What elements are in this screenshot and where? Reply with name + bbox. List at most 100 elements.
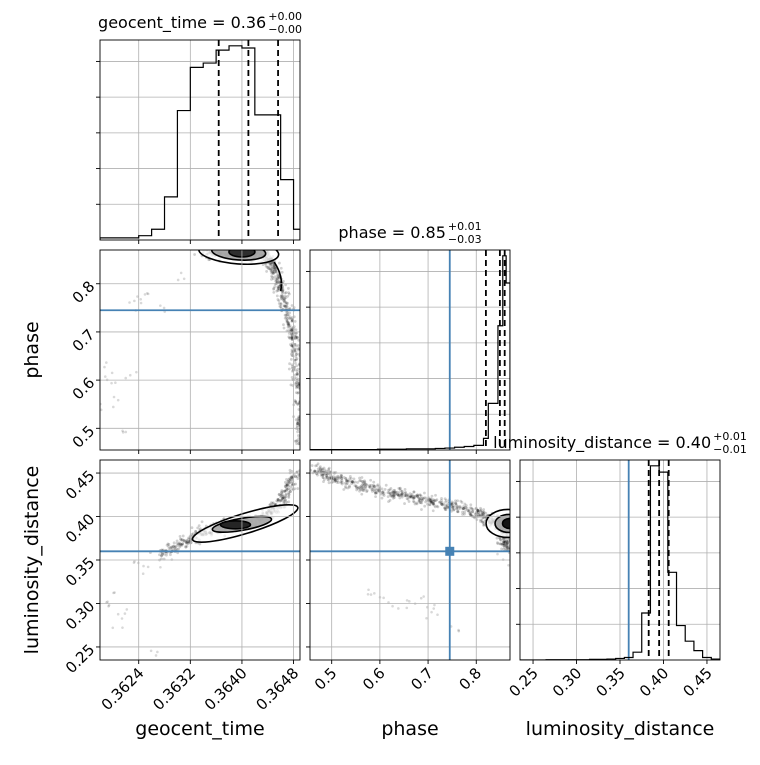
sample-point bbox=[429, 497, 433, 501]
sample-point bbox=[299, 405, 300, 408]
sample-point bbox=[477, 510, 481, 514]
sample-point bbox=[458, 505, 461, 508]
sample-point bbox=[373, 485, 377, 489]
sample-point bbox=[340, 475, 344, 478]
sample-point bbox=[287, 292, 291, 296]
sample-point bbox=[288, 468, 292, 472]
sample-point bbox=[289, 328, 293, 331]
sample-point bbox=[428, 498, 432, 502]
sample-point bbox=[116, 398, 120, 402]
sample-point bbox=[296, 418, 300, 422]
sample-point bbox=[184, 541, 188, 544]
sample-point bbox=[285, 483, 289, 487]
sample-point bbox=[436, 613, 439, 617]
sample-point bbox=[333, 478, 337, 482]
sample-point bbox=[296, 430, 299, 434]
sample-point bbox=[281, 496, 285, 500]
x-tick-label-phase: 0.8 bbox=[455, 664, 485, 694]
sample-point bbox=[295, 384, 299, 388]
sample-point bbox=[411, 496, 415, 500]
sample-point bbox=[277, 261, 281, 265]
sample-point bbox=[289, 352, 293, 356]
sample-point bbox=[289, 475, 293, 479]
sample-point bbox=[445, 506, 449, 509]
scatter-panel-geocent_time-vs-luminosity_distance bbox=[96, 459, 301, 664]
sample-point bbox=[413, 496, 416, 500]
sample-point bbox=[290, 470, 294, 473]
sample-point bbox=[501, 542, 505, 545]
sample-point bbox=[376, 483, 380, 487]
sample-point bbox=[175, 539, 179, 543]
sample-point bbox=[476, 509, 480, 513]
sample-point bbox=[273, 264, 276, 268]
sample-point bbox=[465, 506, 469, 510]
sample-point bbox=[286, 479, 290, 483]
sample-point bbox=[328, 477, 332, 480]
sample-point bbox=[283, 305, 287, 308]
sample-point bbox=[272, 277, 275, 281]
sample-point bbox=[505, 545, 509, 548]
sample-point bbox=[405, 606, 409, 610]
sample-point bbox=[285, 301, 288, 305]
sample-point bbox=[290, 363, 294, 367]
sample-point bbox=[287, 287, 290, 290]
sample-point bbox=[412, 500, 416, 504]
sample-point bbox=[295, 331, 298, 335]
sample-point bbox=[175, 542, 179, 545]
sample-point bbox=[417, 496, 421, 500]
sample-point bbox=[228, 246, 231, 249]
sample-point bbox=[139, 301, 143, 305]
sample-point bbox=[407, 500, 411, 503]
sample-point bbox=[303, 353, 306, 356]
sample-point bbox=[276, 298, 280, 301]
sample-point bbox=[277, 493, 281, 497]
sample-point bbox=[282, 326, 286, 330]
sample-point bbox=[469, 510, 473, 514]
sample-point bbox=[179, 537, 182, 541]
sample-point bbox=[173, 545, 177, 549]
sample-point bbox=[325, 475, 329, 479]
sample-point bbox=[278, 279, 281, 283]
sample-point bbox=[294, 386, 298, 390]
sample-point bbox=[294, 331, 298, 335]
sample-point bbox=[420, 508, 423, 511]
sample-point bbox=[317, 469, 321, 473]
sample-point bbox=[297, 381, 300, 385]
sample-point bbox=[479, 506, 482, 510]
sample-point bbox=[285, 303, 289, 307]
sample-point bbox=[298, 418, 300, 422]
y-tick-label-phase: 0.5 bbox=[69, 422, 99, 452]
sample-point bbox=[429, 500, 433, 504]
sample-point bbox=[302, 406, 305, 409]
sample-point bbox=[173, 547, 177, 551]
sample-point bbox=[301, 431, 304, 434]
sample-point bbox=[445, 504, 449, 508]
sample-point bbox=[278, 499, 282, 503]
sample-point bbox=[417, 497, 421, 501]
sample-point bbox=[278, 499, 282, 502]
sample-point bbox=[336, 475, 340, 479]
sample-point bbox=[295, 385, 299, 389]
sample-point bbox=[503, 540, 507, 544]
histogram-steps bbox=[100, 45, 300, 240]
sample-point bbox=[440, 502, 444, 506]
sample-point bbox=[194, 530, 198, 533]
sample-point bbox=[326, 475, 329, 479]
sample-point bbox=[141, 572, 145, 575]
sample-point bbox=[404, 490, 407, 494]
sample-point bbox=[186, 540, 189, 544]
sample-point bbox=[476, 509, 480, 512]
sample-point bbox=[334, 479, 338, 483]
sample-point bbox=[480, 513, 484, 517]
sample-point bbox=[244, 246, 247, 249]
sample-point bbox=[136, 295, 139, 298]
sample-point bbox=[435, 498, 439, 502]
sample-point bbox=[423, 504, 427, 508]
sample-point bbox=[440, 503, 444, 506]
sample-point bbox=[346, 486, 350, 490]
sample-point bbox=[297, 338, 300, 342]
sample-point bbox=[272, 268, 276, 272]
sample-point bbox=[360, 488, 364, 492]
sample-point bbox=[351, 481, 355, 485]
sample-point bbox=[281, 289, 285, 293]
